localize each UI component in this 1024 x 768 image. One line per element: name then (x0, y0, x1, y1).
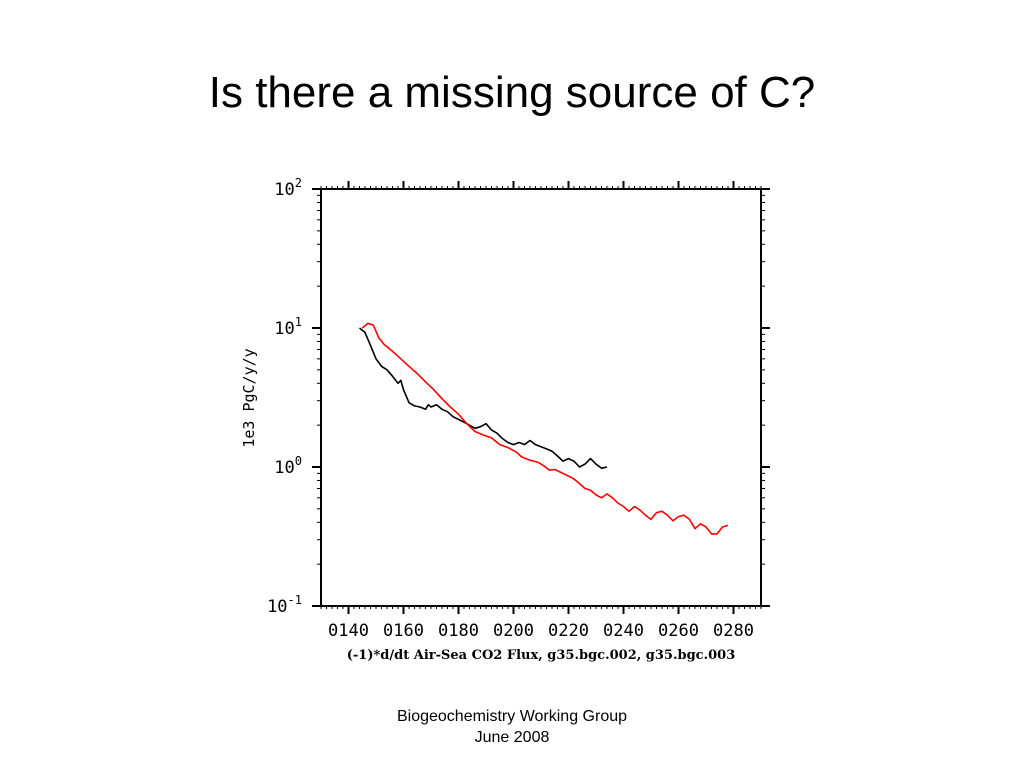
y-tick-label: 10-1 (267, 593, 302, 617)
x-axis-caption: (-1)*d/dt Air-Sea CO2 Flux, g35.bgc.002,… (347, 648, 736, 663)
x-tick-label: 0220 (548, 621, 589, 641)
series-layer (359, 322, 729, 535)
footer-line-1: Biogeochemistry Working Group (396, 708, 628, 725)
y-tick-label: 101 (274, 315, 302, 339)
x-tick-label: 0180 (438, 621, 479, 641)
y-axis-label: 1e3 PgC/y/y (240, 348, 258, 447)
series-line-black (359, 327, 608, 470)
x-tick-label: 0140 (328, 621, 369, 641)
footer-line-2: June 2008 (474, 729, 550, 746)
y-tick-label: 102 (274, 176, 302, 200)
major-ticks (312, 181, 770, 614)
y-tick-labels: 10-1 100 101 102 (267, 176, 302, 617)
x-tick-label: 0260 (658, 621, 699, 641)
series-line-red (361, 322, 729, 535)
slide-title: Is there a missing source of C? (208, 68, 816, 117)
plot-frame (320, 188, 762, 607)
x-tick-label: 0160 (383, 621, 424, 641)
footer: Biogeochemistry Working Group June 2008 (312, 706, 712, 748)
x-tick-label: 0280 (713, 621, 754, 641)
chart: 0140 0160 0180 0200 0220 0240 0260 0280 10-1 100… (240, 176, 770, 663)
x-tick-labels: 0140 0160 0180 0200 0220 0240 0260 0280 (328, 621, 754, 641)
x-tick-label: 0200 (493, 621, 534, 641)
y-tick-label: 100 (274, 454, 302, 478)
x-tick-label: 0240 (603, 621, 644, 641)
minor-ticks (317, 186, 765, 609)
